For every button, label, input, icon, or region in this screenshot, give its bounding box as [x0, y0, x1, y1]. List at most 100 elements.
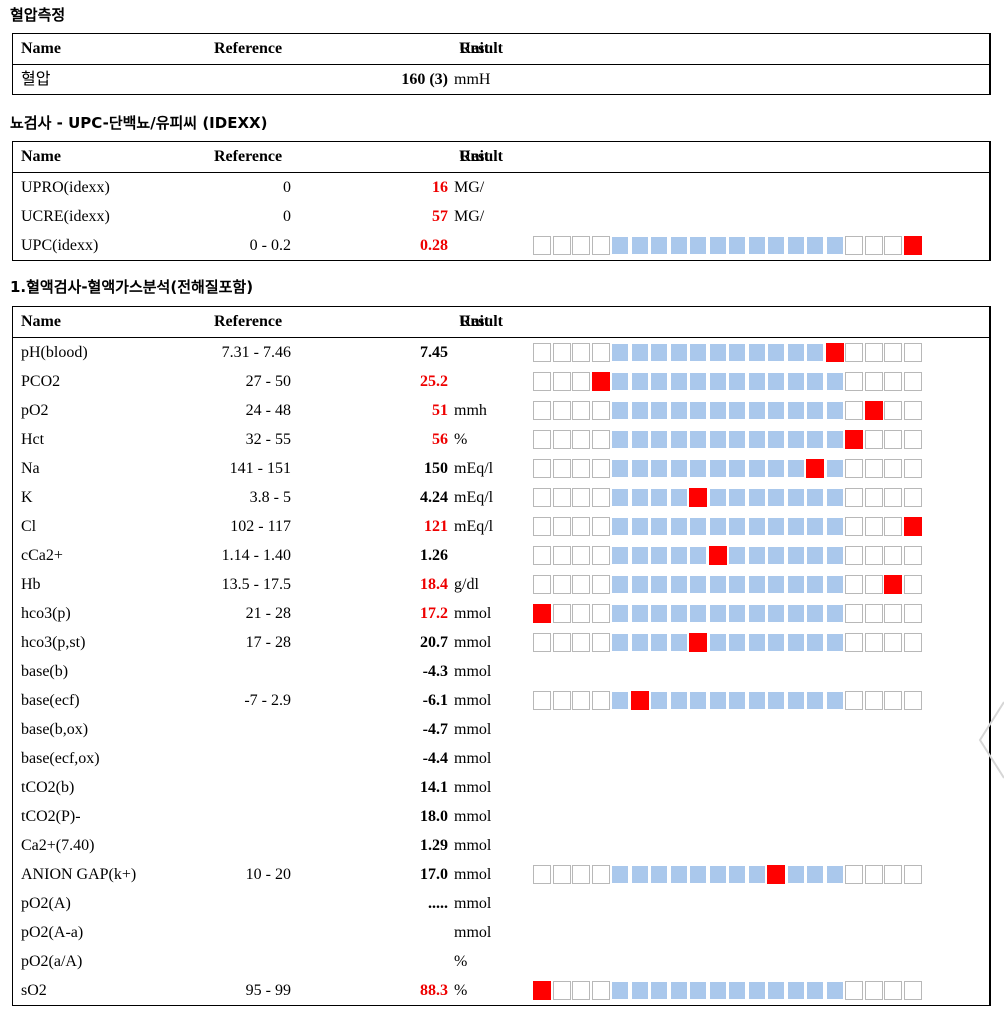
table-row: Hct 32 - 55 56% [13, 425, 989, 454]
result-value: 20.7 [420, 634, 448, 651]
range-cell [689, 430, 707, 449]
range-cell [572, 372, 590, 391]
test-name: UPC(idexx) [21, 237, 99, 254]
range-cell [825, 604, 844, 623]
range-cell [533, 575, 551, 594]
range-cell [884, 372, 902, 391]
range-cell [884, 236, 902, 255]
table-row: pO2(A-a) mmol [13, 918, 989, 947]
unit: mmol [454, 924, 492, 941]
range-cell [708, 430, 727, 449]
range-cell [767, 604, 785, 623]
range-cell [611, 575, 629, 594]
range-cell [806, 981, 824, 1000]
range-cell [552, 546, 571, 565]
range-cell [747, 459, 766, 478]
unit: mEq/l [454, 518, 494, 535]
range-marker [825, 343, 844, 362]
range-cell [533, 546, 551, 565]
range-cell [728, 691, 746, 710]
result-value: 121 [424, 518, 448, 535]
table-row: sO2 95 - 99 88.3% [13, 976, 989, 1005]
range-cell [845, 865, 863, 884]
test-name: K [21, 489, 33, 506]
range-cell [864, 691, 883, 710]
reference-range: 141 - 151 [229, 460, 291, 477]
reference-range: 32 - 55 [245, 431, 291, 448]
result-value: 0.28 [420, 237, 448, 254]
range-cell [884, 546, 902, 565]
range-marker [689, 488, 707, 507]
range-cell [669, 517, 688, 536]
range-cell [669, 401, 688, 420]
range-cell [747, 981, 766, 1000]
unit: % [454, 953, 468, 970]
range-cell [767, 459, 785, 478]
result-value: 1.26 [420, 547, 448, 564]
range-cell [708, 517, 727, 536]
range-cell [689, 343, 707, 362]
range-cell [591, 430, 610, 449]
range-cell [806, 343, 824, 362]
range-cell [767, 575, 785, 594]
range-cell [669, 546, 688, 565]
test-name: Na [21, 460, 40, 477]
range-cell [611, 372, 629, 391]
range-cell [611, 401, 629, 420]
result-value: 14.1 [420, 779, 448, 796]
range-cell [689, 981, 707, 1000]
range-cell [864, 865, 883, 884]
header-reference: Reference [214, 40, 283, 57]
range-cell [630, 604, 649, 623]
table-row: 혈압 160 (3) mmH [13, 65, 989, 94]
range-cell [669, 430, 688, 449]
range-cell [708, 691, 727, 710]
result-value: 150 [424, 460, 448, 477]
range-cell [689, 575, 707, 594]
range-cell [533, 401, 551, 420]
range-cell [884, 488, 902, 507]
unit: % [454, 431, 468, 448]
range-cell [864, 604, 883, 623]
range-cell [884, 691, 902, 710]
test-name: UPRO(idexx) [21, 179, 110, 196]
range-cell [591, 517, 610, 536]
range-cell [747, 430, 766, 449]
range-cell [747, 575, 766, 594]
reference-range: 0 [283, 208, 291, 225]
next-page-arrow-icon[interactable] [976, 700, 1004, 780]
range-cell [728, 633, 746, 652]
range-cell [884, 981, 902, 1000]
range-cell [747, 633, 766, 652]
table-row: PCO2 27 - 50 25.2 [13, 367, 989, 396]
reference-range: 102 - 117 [230, 518, 291, 535]
range-cell [572, 865, 590, 884]
range-cell [728, 372, 746, 391]
range-cell [767, 430, 785, 449]
range-cell [552, 401, 571, 420]
table-row: Na 141 - 151 150 mEq/l [13, 454, 989, 483]
range-cell [728, 575, 746, 594]
range-cell [825, 236, 844, 255]
range-marker [903, 517, 922, 536]
unit: MG/ [454, 208, 485, 225]
range-cell [806, 372, 824, 391]
test-name: hco3(p,st) [21, 634, 86, 651]
table-row: hco3(p) 21 - 28 17.2 mmol [13, 599, 989, 628]
range-marker [806, 459, 824, 478]
range-cell [767, 691, 785, 710]
range-cell [611, 343, 629, 362]
range-cell [689, 691, 707, 710]
result-value: 57 [432, 208, 448, 225]
range-cell [533, 517, 551, 536]
range-cell [552, 865, 571, 884]
range-cell [884, 604, 902, 623]
range-cell [884, 430, 902, 449]
range-cell [786, 401, 805, 420]
range-cell [825, 865, 844, 884]
range-cell [767, 401, 785, 420]
range-cell [650, 546, 668, 565]
result-value: 160 (3) [401, 71, 448, 88]
range-cell [572, 459, 590, 478]
reference-range: 10 - 20 [245, 866, 291, 883]
